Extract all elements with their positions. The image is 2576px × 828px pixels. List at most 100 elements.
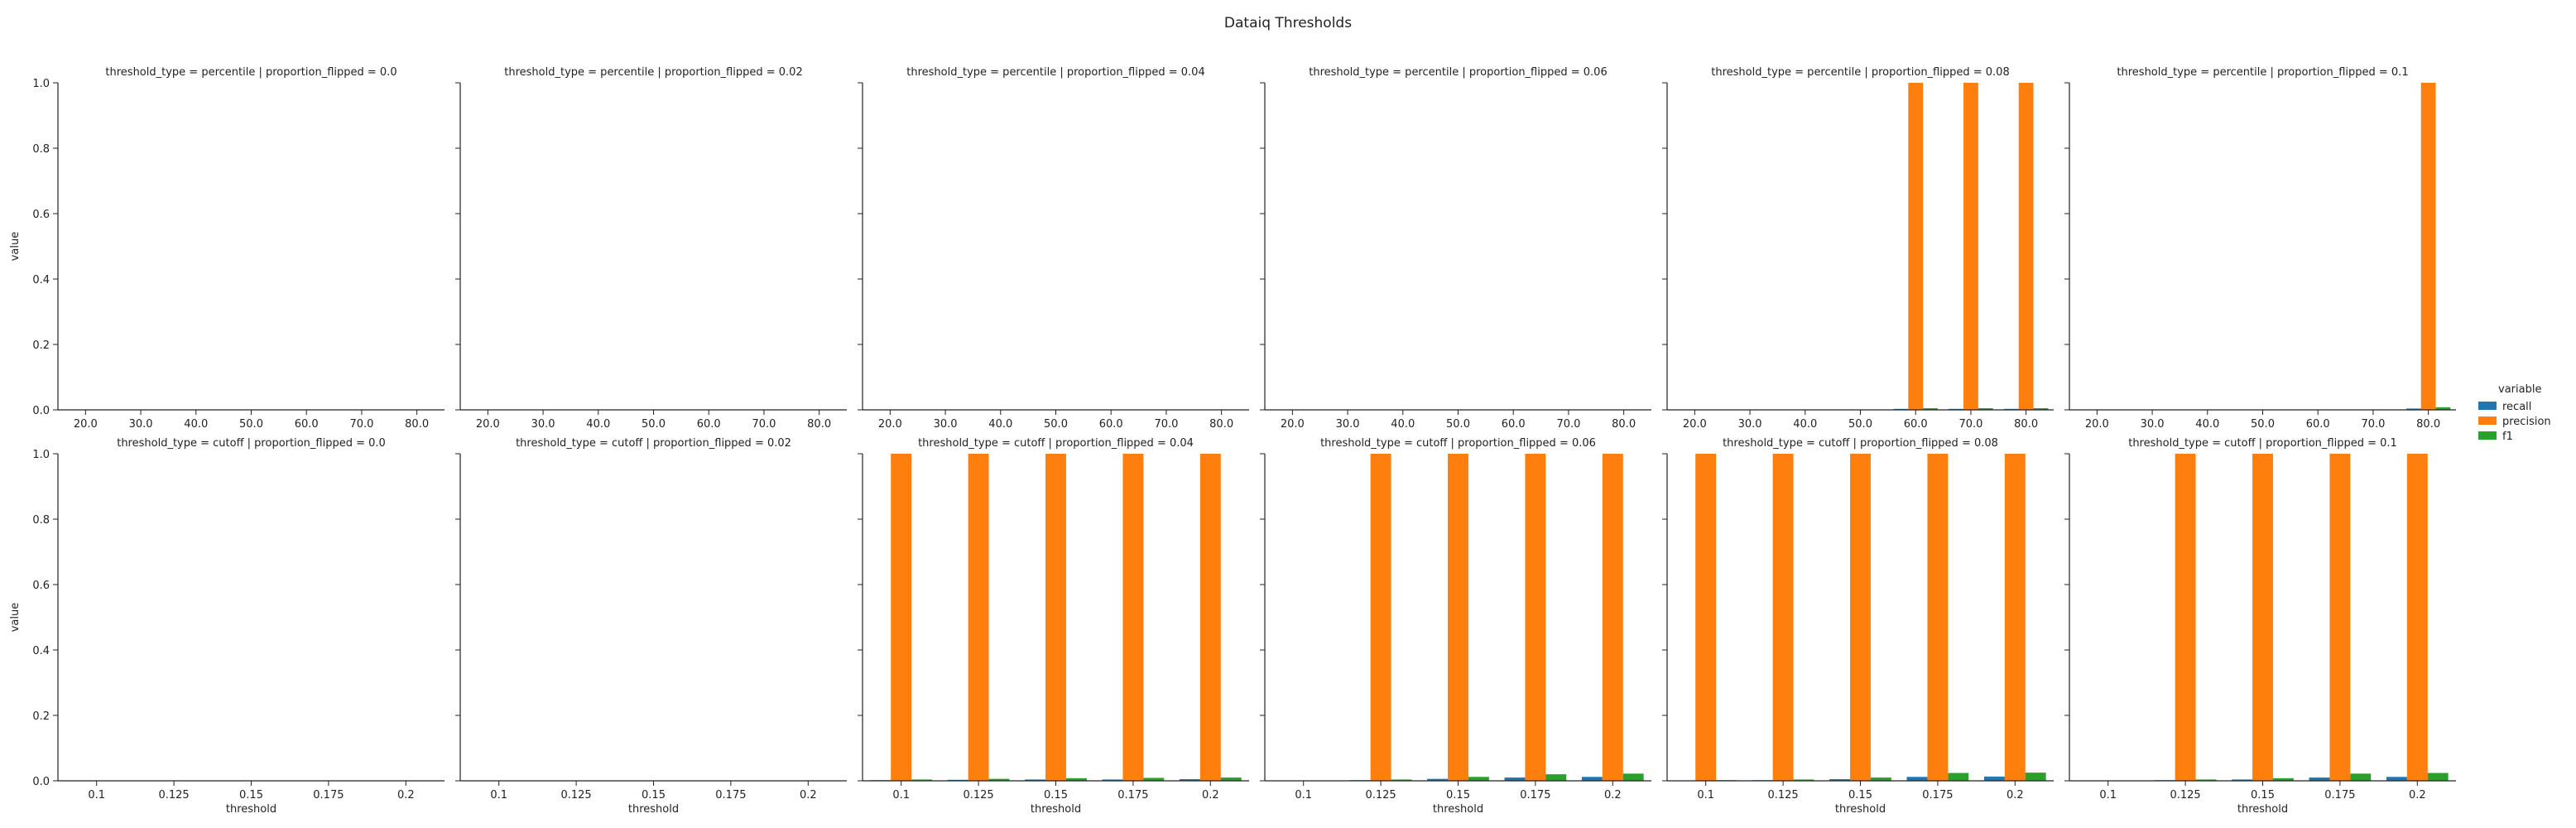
x-tick-label: 30.0 — [2141, 418, 2165, 431]
legend-swatch — [2478, 416, 2497, 425]
bar-precision — [1850, 454, 1871, 781]
x-tick-label: 0.1 — [2099, 789, 2117, 802]
x-tick-label: 50.0 — [1848, 418, 1872, 431]
bar-recall — [2232, 779, 2253, 781]
x-tick-label: 0.2 — [2409, 789, 2426, 802]
bar-precision — [2018, 83, 2034, 410]
y-tick-label: 0.4 — [32, 645, 50, 657]
y-tick-label: 0.4 — [32, 274, 50, 286]
bar-recall — [1581, 777, 1603, 781]
bar-f1 — [1143, 777, 1165, 781]
facet-title: threshold_type = cutoff | proportion_fli… — [1723, 437, 1998, 450]
bar-f1 — [2350, 773, 2372, 781]
y-tick-label: 0.0 — [32, 405, 50, 417]
legend-item-label: f1 — [2502, 431, 2513, 443]
bar-precision — [2420, 83, 2436, 410]
bar-f1 — [1545, 774, 1567, 781]
bar-f1 — [2195, 779, 2217, 781]
x-tick-label: 0.175 — [715, 789, 746, 802]
legend-swatch — [2478, 402, 2497, 410]
facet-panel: threshold_type = percentile | proportion… — [2064, 66, 2456, 431]
x-tick-label: 50.0 — [1044, 418, 1068, 431]
x-tick-label: 0.1 — [490, 789, 507, 802]
legend-title: variable — [2498, 383, 2541, 396]
y-tick-label: 0.6 — [32, 209, 50, 221]
x-tick-label: 30.0 — [1336, 418, 1360, 431]
bar-f1 — [2025, 773, 2046, 781]
y-tick-label: 1.0 — [32, 78, 50, 90]
y-tick-label: 0.0 — [32, 776, 50, 788]
bar-recall — [1427, 778, 1449, 781]
x-tick-label: 0.125 — [2170, 789, 2200, 802]
bar-f1 — [2033, 408, 2049, 410]
bar-recall — [1983, 776, 2005, 781]
x-tick-label: 20.0 — [1683, 418, 1707, 431]
x-tick-label: 30.0 — [531, 418, 555, 431]
x-tick-label: 80.0 — [1209, 418, 1233, 431]
x-tick-label: 60.0 — [697, 418, 721, 431]
bar-precision — [2252, 454, 2273, 781]
legend-item-label: precision — [2502, 416, 2551, 428]
x-tick-label: 0.175 — [1922, 789, 1953, 802]
x-tick-label: 0.2 — [1202, 789, 1219, 802]
facet-panel: threshold_type = percentile | proportion… — [9, 66, 445, 431]
x-tick-label: 20.0 — [74, 418, 98, 431]
bar-f1 — [1468, 777, 1489, 781]
x-tick-label: 70.0 — [1154, 418, 1178, 431]
facet-title: threshold_type = percentile | proportion… — [105, 66, 396, 79]
x-tick-label: 20.0 — [476, 418, 500, 431]
bar-precision — [891, 454, 912, 781]
x-tick-label: 0.15 — [1044, 789, 1068, 802]
x-tick-label: 50.0 — [642, 418, 666, 431]
bar-precision — [1927, 454, 1949, 781]
x-tick-label: 60.0 — [2306, 418, 2330, 431]
bar-recall — [1179, 779, 1200, 781]
y-tick-label: 1.0 — [32, 449, 50, 461]
x-tick-label: 0.175 — [313, 789, 344, 802]
x-tick-label: 0.2 — [800, 789, 817, 802]
x-tick-label: 0.125 — [1767, 789, 1798, 802]
facet-panel: threshold_type = cutoff | proportion_fli… — [9, 437, 445, 816]
x-tick-label: 50.0 — [1446, 418, 1470, 431]
facet-panel: threshold_type = percentile | proportion… — [455, 66, 847, 431]
bar-precision — [1963, 83, 1978, 410]
bar-recall — [2405, 408, 2421, 410]
bar-f1 — [2435, 407, 2451, 410]
x-tick-label: 60.0 — [295, 418, 319, 431]
x-tick-label: 40.0 — [586, 418, 610, 431]
x-tick-label: 0.2 — [1604, 789, 1622, 802]
x-tick-label: 0.15 — [642, 789, 666, 802]
x-tick-label: 0.125 — [158, 789, 189, 802]
bar-precision — [1602, 454, 1623, 781]
facet-panel: threshold_type = cutoff | proportion_fli… — [1662, 437, 2054, 816]
bar-precision — [2406, 454, 2428, 781]
x-tick-label: 80.0 — [807, 418, 831, 431]
x-tick-label: 0.2 — [397, 789, 415, 802]
bar-recall — [1504, 777, 1526, 781]
x-tick-label: 0.125 — [1365, 789, 1396, 802]
bar-precision — [968, 454, 989, 781]
bar-f1 — [911, 779, 933, 781]
facet-title: threshold_type = percentile | proportion… — [2117, 66, 2408, 79]
x-tick-label: 0.175 — [2324, 789, 2355, 802]
x-tick-label: 80.0 — [2416, 418, 2440, 431]
bar-f1 — [2272, 777, 2294, 781]
bar-precision — [1772, 454, 1794, 781]
x-tick-label: 70.0 — [1958, 418, 1982, 431]
bar-precision — [1695, 454, 1717, 781]
x-tick-label: 60.0 — [1099, 418, 1123, 431]
bar-precision — [2004, 454, 2026, 781]
bar-f1 — [1622, 773, 1644, 781]
bar-recall — [1829, 779, 1851, 781]
bar-precision — [1045, 454, 1066, 781]
bar-f1 — [1978, 408, 1993, 410]
x-tick-label: 0.15 — [1446, 789, 1470, 802]
facet-title: threshold_type = percentile | proportion… — [1711, 66, 2009, 79]
y-tick-label: 0.6 — [32, 580, 50, 592]
x-axis-label: threshold — [1835, 803, 1886, 816]
x-tick-label: 60.0 — [1904, 418, 1928, 431]
x-tick-label: 60.0 — [1502, 418, 1526, 431]
x-tick-label: 0.1 — [1295, 789, 1312, 802]
x-tick-label: 0.175 — [1520, 789, 1550, 802]
